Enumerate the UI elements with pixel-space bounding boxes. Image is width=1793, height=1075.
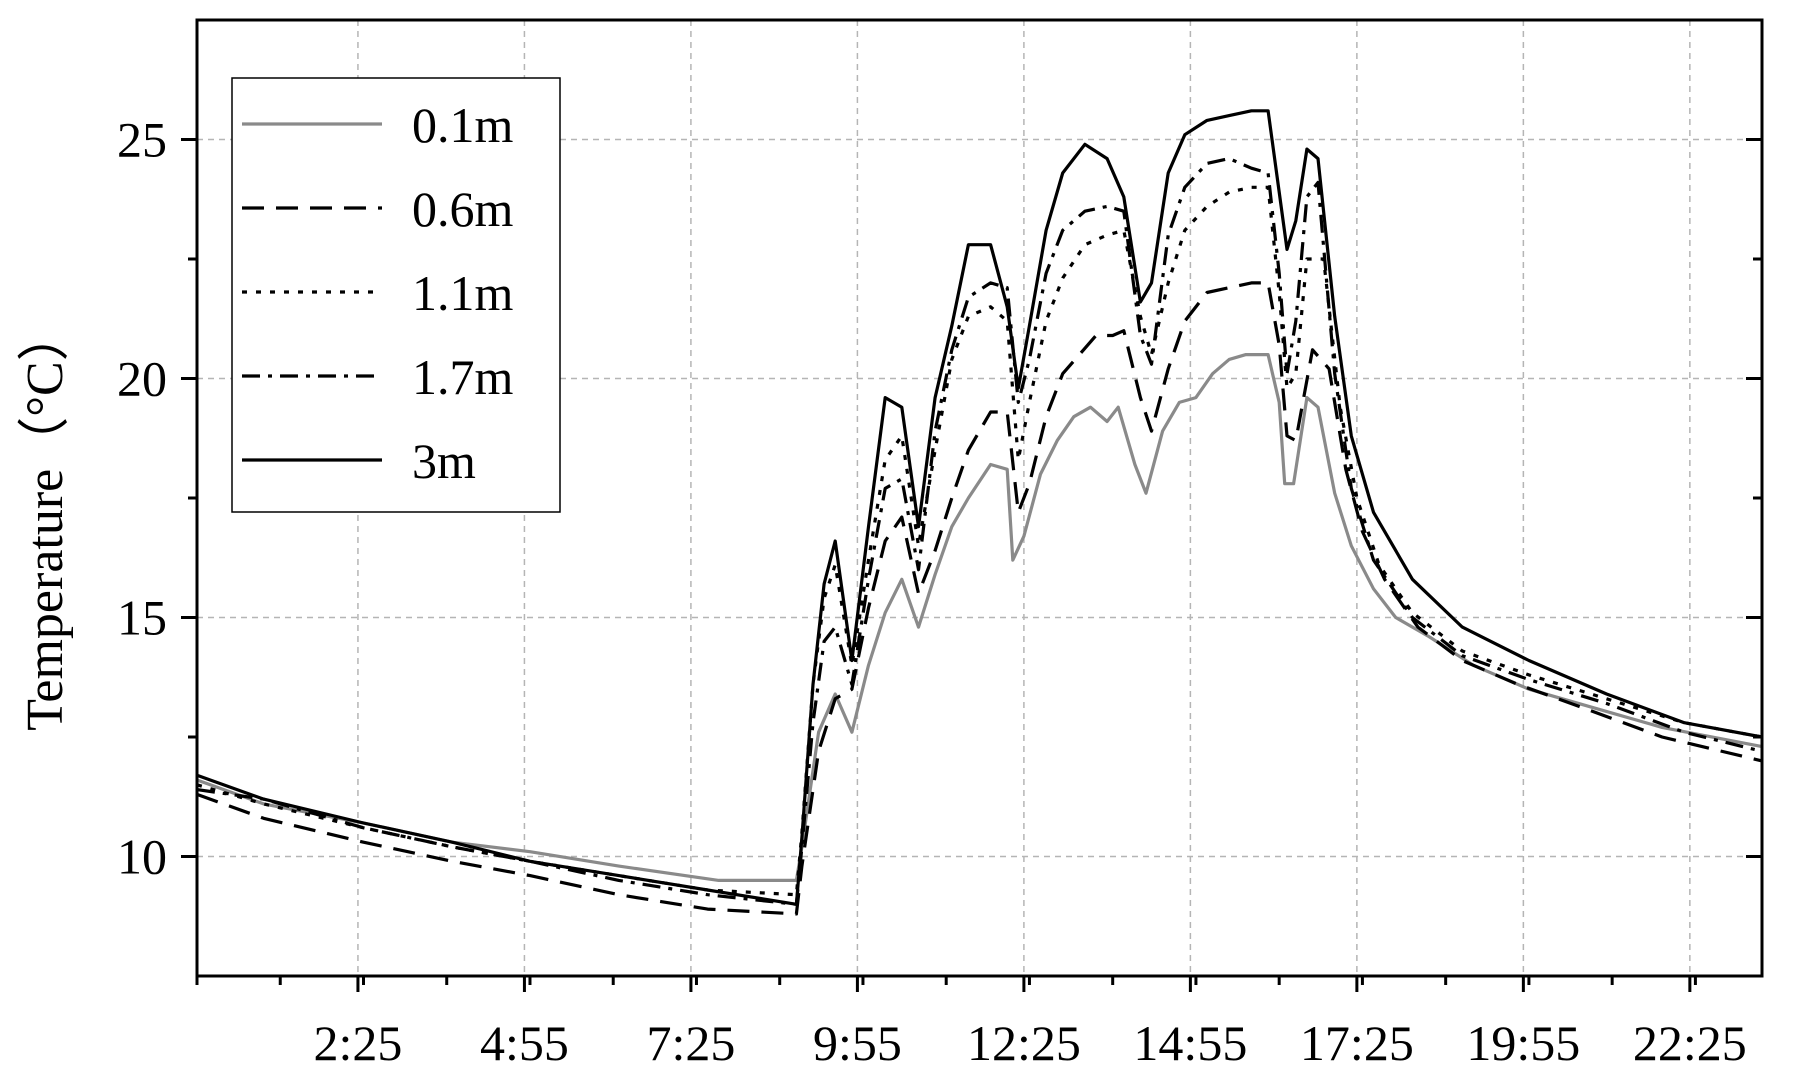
axis-tick-labels: 2:25 4:55 7:25 9:55 12:25 14:55 17:25 19:55 22:2… (117, 112, 1747, 1072)
series-line-3m (196, 109, 1763, 906)
x-tick-label: 12:25 (967, 1015, 1081, 1071)
series-line-0.1m (196, 353, 1763, 883)
y-tick-label: 10 (117, 829, 167, 885)
y-axis-title: Temperature（°C） (17, 309, 74, 730)
axis-ticks (181, 138, 1762, 992)
legend-label: 3m (412, 433, 476, 489)
series-line-0.6m (196, 281, 1763, 916)
legend: 0.1m 0.6m 1.1m 1.7m 3m (231, 77, 561, 513)
x-tick-label: 9:55 (813, 1015, 902, 1071)
legend-label: 1.1m (412, 265, 514, 321)
x-tick-label: 22:25 (1633, 1015, 1747, 1071)
x-tick-label: 4:55 (480, 1015, 569, 1071)
x-tick-label: 7:25 (646, 1015, 735, 1071)
x-tick-label: 17:25 (1300, 1015, 1414, 1071)
x-tick-label: 19:55 (1466, 1015, 1580, 1071)
y-tick-label: 15 (117, 590, 167, 646)
y-tick-label: 20 (117, 351, 167, 407)
legend-label: 1.7m (412, 349, 514, 405)
y-tick-label: 25 (117, 112, 167, 168)
x-tick-label: 14:55 (1133, 1015, 1247, 1071)
legend-label: 0.6m (412, 181, 514, 237)
series-lines (196, 109, 1763, 916)
x-tick-label: 2:25 (313, 1015, 402, 1071)
legend-label: 0.1m (412, 97, 514, 153)
legend-box (231, 77, 561, 513)
